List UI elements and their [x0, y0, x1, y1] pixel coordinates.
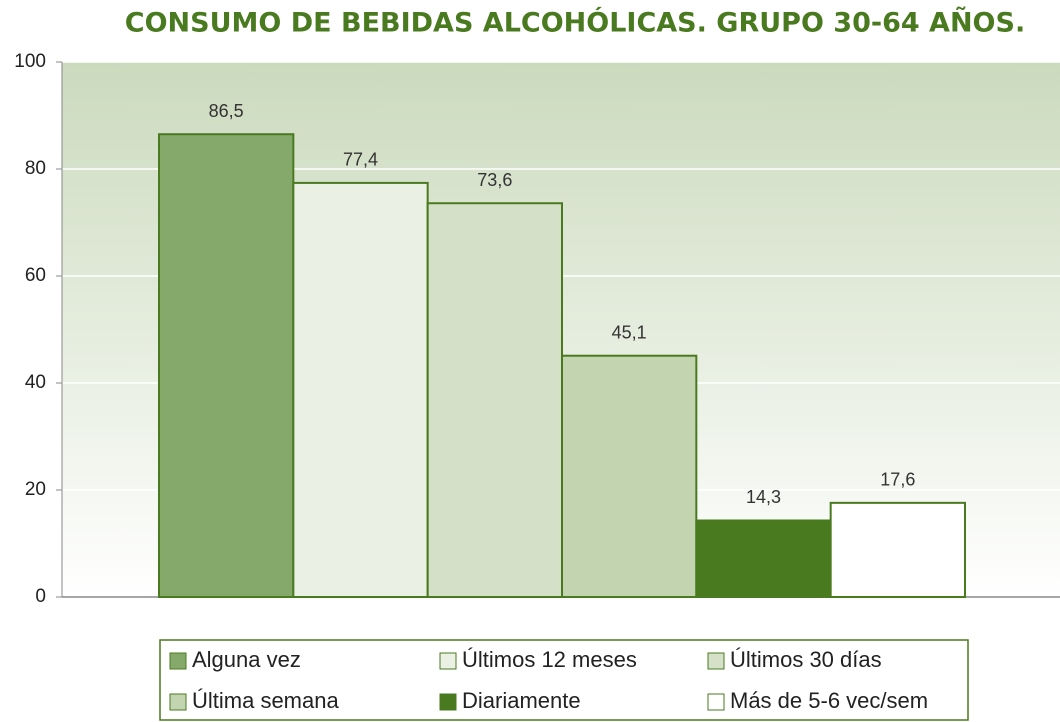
legend — [159, 639, 969, 721]
legend-swatch — [169, 652, 187, 670]
bar — [158, 133, 295, 598]
value-label: 14,3 — [746, 487, 781, 507]
y-tick-label: 0 — [35, 586, 46, 607]
value-label: 86,5 — [209, 101, 244, 121]
y-tick-label: 60 — [25, 265, 46, 286]
y-tick-label: 80 — [25, 158, 46, 179]
legend-label: Alguna vez — [192, 647, 301, 672]
y-tick-label: 40 — [25, 372, 46, 393]
value-label: 73,6 — [477, 170, 512, 190]
legend-label: Más de 5-6 vec/sem — [730, 688, 928, 713]
legend-label: Últimos 12 meses — [462, 647, 637, 672]
legend-swatch — [439, 652, 457, 670]
legend-label: Últimos 30 días — [730, 647, 882, 672]
chart-title: CONSUMO DE BEBIDAS ALCOHÓLICAS. GRUPO 30… — [125, 7, 1025, 39]
bar — [829, 501, 967, 598]
value-label: 77,4 — [343, 150, 378, 170]
legend-swatch — [707, 693, 725, 711]
y-tick-label: 20 — [25, 479, 46, 500]
legend-swatch — [169, 693, 187, 711]
legend-swatch — [439, 693, 457, 711]
bar — [695, 519, 832, 598]
value-label: 45,1 — [612, 322, 647, 342]
legend-label: Última semana — [192, 688, 339, 713]
legend-label: Diariamente — [462, 688, 581, 713]
bar — [426, 202, 563, 599]
y-tick-label: 100 — [14, 51, 46, 72]
value-label: 17,6 — [880, 470, 915, 490]
bar — [292, 181, 429, 598]
bar — [561, 354, 698, 598]
legend-swatch — [707, 652, 725, 670]
